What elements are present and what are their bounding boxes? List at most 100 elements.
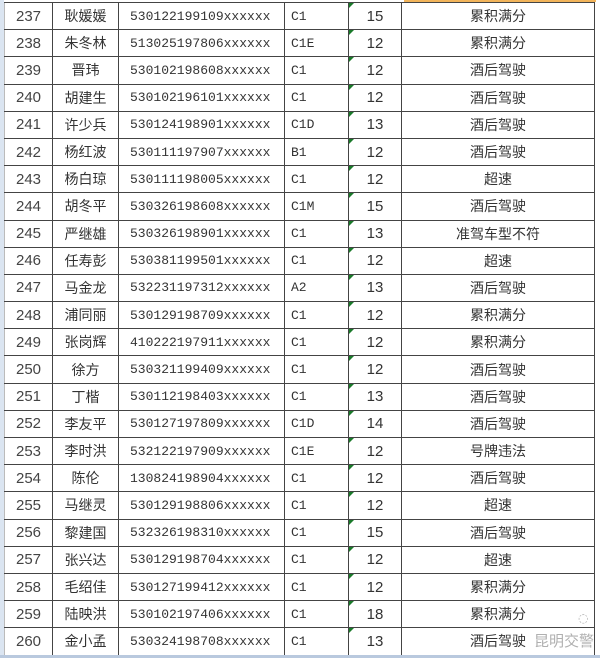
cell-points[interactable]: 12 xyxy=(348,83,402,112)
cell-id-number[interactable]: 530129198704xxxxxx xyxy=(118,545,285,574)
cell-row-number[interactable]: 255 xyxy=(4,491,53,520)
cell-points[interactable]: 13 xyxy=(348,219,402,248)
cell-name[interactable]: 黎建国 xyxy=(52,518,119,547)
cell-name[interactable]: 胡建生 xyxy=(52,83,119,112)
cell-license-class[interactable]: C1 xyxy=(284,545,349,574)
cell-violation-reason[interactable]: 酒后驾驶 xyxy=(401,518,595,547)
cell-points[interactable]: 15 xyxy=(348,1,402,31)
cell-row-number[interactable]: 258 xyxy=(4,572,53,602)
cell-violation-reason[interactable]: 酒后驾驶 xyxy=(401,192,595,221)
cell-license-class[interactable]: C1 xyxy=(284,219,349,248)
cell-points[interactable]: 13 xyxy=(348,273,402,303)
cell-id-number[interactable]: 530381199501xxxxxx xyxy=(118,246,285,275)
cell-license-class[interactable]: C1 xyxy=(284,56,349,85)
cell-id-number[interactable]: 530112198403xxxxxx xyxy=(118,382,285,411)
cell-name[interactable]: 任寿彭 xyxy=(52,246,119,275)
cell-row-number[interactable]: 249 xyxy=(4,328,53,357)
cell-row-number[interactable]: 256 xyxy=(4,518,53,547)
cell-license-class[interactable]: B1 xyxy=(284,137,349,167)
cell-row-number[interactable]: 259 xyxy=(4,600,53,629)
cell-row-number[interactable]: 242 xyxy=(4,137,53,167)
cell-violation-reason[interactable]: 酒后驾驶 xyxy=(401,382,595,411)
cell-row-number[interactable]: 244 xyxy=(4,192,53,221)
cell-row-number[interactable]: 247 xyxy=(4,273,53,303)
cell-license-class[interactable]: C1 xyxy=(284,83,349,112)
cell-name[interactable]: 许少兵 xyxy=(52,110,119,139)
cell-name[interactable]: 马金龙 xyxy=(52,273,119,303)
cell-license-class[interactable]: C1 xyxy=(284,572,349,602)
cell-points[interactable]: 12 xyxy=(348,328,402,357)
cell-row-number[interactable]: 260 xyxy=(4,627,53,656)
cell-license-class[interactable]: C1 xyxy=(284,518,349,547)
cell-name[interactable]: 李时洪 xyxy=(52,436,119,466)
cell-name[interactable]: 浦同丽 xyxy=(52,301,119,330)
cell-points[interactable]: 12 xyxy=(348,56,402,85)
cell-name[interactable]: 严继雄 xyxy=(52,219,119,248)
cell-points[interactable]: 13 xyxy=(348,382,402,411)
cell-license-class[interactable]: C1 xyxy=(284,627,349,656)
cell-name[interactable]: 张兴达 xyxy=(52,545,119,574)
cell-license-class[interactable]: C1 xyxy=(284,301,349,330)
cell-name[interactable]: 陈伦 xyxy=(52,464,119,493)
cell-violation-reason[interactable]: 超速 xyxy=(401,491,595,520)
cell-violation-reason[interactable]: 酒后驾驶 xyxy=(401,409,595,439)
cell-violation-reason[interactable]: 超速 xyxy=(401,545,595,574)
cell-points[interactable]: 12 xyxy=(348,246,402,275)
cell-license-class[interactable]: C1 xyxy=(284,491,349,520)
cell-row-number[interactable]: 250 xyxy=(4,355,53,384)
cell-violation-reason[interactable]: 号牌违法 xyxy=(401,436,595,466)
scrollbar[interactable] xyxy=(0,655,600,658)
cell-points[interactable]: 12 xyxy=(348,572,402,602)
cell-row-number[interactable]: 252 xyxy=(4,409,53,439)
cell-license-class[interactable]: C1 xyxy=(284,600,349,629)
cell-row-number[interactable]: 257 xyxy=(4,545,53,574)
cell-license-class[interactable]: C1 xyxy=(284,328,349,357)
cell-id-number[interactable]: 532326198310xxxxxx xyxy=(118,518,285,547)
cell-row-number[interactable]: 237 xyxy=(4,1,53,31)
cell-points[interactable]: 13 xyxy=(348,627,402,656)
cell-points[interactable]: 12 xyxy=(348,137,402,167)
cell-row-number[interactable]: 248 xyxy=(4,301,53,330)
cell-points[interactable]: 12 xyxy=(348,29,402,58)
cell-name[interactable]: 张岗辉 xyxy=(52,328,119,357)
cell-id-number[interactable]: 530102197406xxxxxx xyxy=(118,600,285,629)
cell-points[interactable]: 12 xyxy=(348,491,402,520)
cell-points[interactable]: 12 xyxy=(348,301,402,330)
cell-license-class[interactable]: C1 xyxy=(284,165,349,194)
cell-id-number[interactable]: 530326198901xxxxxx xyxy=(118,219,285,248)
cell-row-number[interactable]: 238 xyxy=(4,29,53,58)
cell-license-class[interactable]: C1E xyxy=(284,436,349,466)
cell-points[interactable]: 15 xyxy=(348,192,402,221)
cell-points[interactable]: 13 xyxy=(348,110,402,139)
cell-name[interactable]: 陆映洪 xyxy=(52,600,119,629)
cell-violation-reason[interactable]: 酒后驾驶 xyxy=(401,110,595,139)
cell-violation-reason[interactable]: 酒后驾驶 xyxy=(401,355,595,384)
cell-license-class[interactable]: C1M xyxy=(284,192,349,221)
cell-id-number[interactable]: 530127197809xxxxxx xyxy=(118,409,285,439)
cell-id-number[interactable]: 530111198005xxxxxx xyxy=(118,165,285,194)
cell-row-number[interactable]: 245 xyxy=(4,219,53,248)
cell-id-number[interactable]: 532122197909xxxxxx xyxy=(118,436,285,466)
cell-id-number[interactable]: 530321199409xxxxxx xyxy=(118,355,285,384)
cell-id-number[interactable]: 530324198708xxxxxx xyxy=(118,627,285,656)
cell-violation-reason[interactable]: 累积满分 xyxy=(401,301,595,330)
cell-points[interactable]: 12 xyxy=(348,436,402,466)
cell-id-number[interactable]: 513025197806xxxxxx xyxy=(118,29,285,58)
cell-violation-reason[interactable]: 酒后驾驶 xyxy=(401,137,595,167)
cell-name[interactable]: 马继灵 xyxy=(52,491,119,520)
cell-id-number[interactable]: 530326198608xxxxxx xyxy=(118,192,285,221)
cell-points[interactable]: 12 xyxy=(348,464,402,493)
cell-name[interactable]: 杨红波 xyxy=(52,137,119,167)
cell-violation-reason[interactable]: 酒后驾驶 xyxy=(401,56,595,85)
cell-violation-reason[interactable]: 累积满分 xyxy=(401,328,595,357)
cell-row-number[interactable]: 239 xyxy=(4,56,53,85)
cell-id-number[interactable]: 410222197911xxxxxx xyxy=(118,328,285,357)
cell-name[interactable]: 丁楷 xyxy=(52,382,119,411)
cell-violation-reason[interactable]: 超速 xyxy=(401,165,595,194)
cell-points[interactable]: 18 xyxy=(348,600,402,629)
cell-name[interactable]: 徐方 xyxy=(52,355,119,384)
cell-row-number[interactable]: 246 xyxy=(4,246,53,275)
cell-name[interactable]: 毛绍佳 xyxy=(52,572,119,602)
cell-id-number[interactable]: 530129198806xxxxxx xyxy=(118,491,285,520)
cell-violation-reason[interactable]: 累积满分 xyxy=(401,1,595,31)
